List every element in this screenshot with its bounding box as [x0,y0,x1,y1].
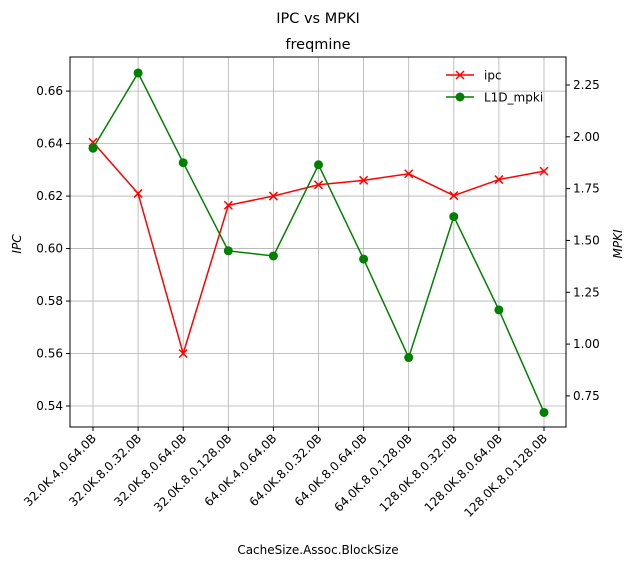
y-axis-label-left: IPC [10,234,24,254]
data-point-L1D_mpki [404,353,414,363]
y-tick-label-right: 2.00 [573,130,600,144]
y-tick-label-left: 0.56 [36,347,63,361]
data-point-ipc [313,180,324,190]
y-tick-label-left: 0.62 [36,189,63,203]
data-point-L1D_mpki [449,212,459,222]
data-point-L1D_mpki [314,160,323,170]
data-point-L1D_mpki [268,251,278,261]
legend-ipc-marker [455,70,465,80]
legend-mpki-marker [455,92,465,102]
y-tick-label-right: 2.25 [573,78,600,92]
legend-ipc-label: ipc [484,69,502,83]
data-point-ipc [359,175,369,185]
data-point-L1D_mpki [539,407,549,417]
data-point-ipc [449,191,459,201]
y-tick-label-right: 1.75 [573,182,600,196]
y-tick-label-left: 0.64 [36,137,63,151]
x-tick-label: 32.0K.8.0.128.0B [151,431,234,514]
data-point-L1D_mpki [359,254,369,264]
data-point-L1D_mpki [223,246,233,256]
x-tick-label: 64.0K.8.0.128.0B [331,431,414,514]
legend-mpki-label: L1D_mpki [484,91,543,105]
chart-subtitle: freqmine [285,37,350,53]
plot-frame [69,56,567,428]
x-tick-label: 128.0K.8.0.128.0B [461,431,550,520]
grid-lines [70,57,566,427]
y-tick-label-right: 1.25 [573,285,600,299]
chart-title: IPC vs MPKI [276,11,360,27]
data-point-ipc [404,169,414,179]
data-point-ipc [268,191,278,201]
y-tick-label-left: 0.60 [36,242,63,256]
data-point-L1D_mpki [133,68,143,78]
data-point-ipc [223,200,233,210]
x-axis-label: CacheSize.Assoc.BlockSize [237,543,398,557]
y-tick-label-right: 0.75 [573,389,600,403]
data-point-ipc [539,166,549,176]
y-tick-label-right: 1.50 [573,233,600,247]
x-tick-label: 128.0K.8.0.32.0B [377,431,460,514]
y-tick-label-left: 0.58 [36,294,63,308]
data-point-L1D_mpki [88,143,98,153]
axes-layer: 0.54 0.56 0.58 0.60 0.62 0.64 0.66 0.75 1.00 1.25… [21,56,600,520]
series-layer [88,68,549,417]
data-point-L1D_mpki [178,158,188,168]
data-point-ipc [133,188,143,198]
data-point-ipc [494,175,504,185]
data-point-ipc [178,348,188,359]
y-tick-label-left: 0.66 [36,84,63,98]
legend: ipc L1D_mpki [446,69,543,105]
y-axis-label-right: MPKI [611,229,625,258]
data-point-L1D_mpki [494,305,504,315]
y-tick-label-right: 1.00 [573,337,600,351]
y-tick-label-left: 0.54 [36,399,63,413]
x-tick-label: 128.0K.8.0.64.0B [422,431,505,514]
